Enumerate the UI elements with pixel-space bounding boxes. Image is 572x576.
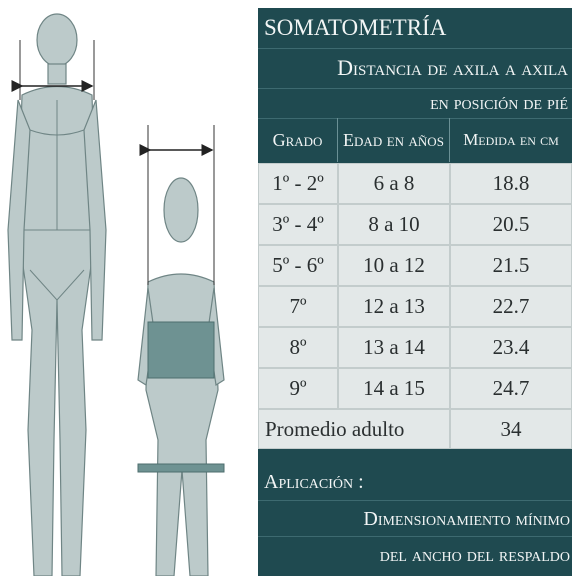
rule — [258, 536, 572, 537]
table-cell: 8º — [258, 327, 338, 368]
table: SOMATOMETRÍA Distancia de axila a axila … — [258, 8, 572, 576]
title: SOMATOMETRÍA — [264, 15, 447, 40]
application-label: Aplicación : — [264, 470, 364, 493]
subtitle: Distancia de axila a axila — [337, 55, 568, 80]
table-cell: 8 a 10 — [338, 204, 450, 245]
table-cell: 20.5 — [450, 204, 572, 245]
column-header: Medida en cm — [463, 130, 559, 149]
table-cell: 23.4 — [450, 327, 572, 368]
figures — [7, 13, 225, 576]
table-cell: 1º - 2º — [258, 163, 338, 204]
seat — [137, 463, 225, 473]
table-cell: 24.7 — [450, 368, 572, 409]
table-cell: 21.5 — [450, 245, 572, 286]
application-text: Dimensionamiento mínimo — [363, 507, 570, 530]
backrest-band — [147, 321, 215, 379]
table-cell: 6 a 8 — [338, 163, 450, 204]
table-cell: 14 a 15 — [338, 368, 450, 409]
adult-lines — [24, 100, 90, 301]
table-cell: 34 — [450, 409, 572, 449]
table-cell: 5º - 6º — [258, 245, 338, 286]
rule — [258, 118, 572, 119]
table-cell: 3º - 4º — [258, 204, 338, 245]
subtitle: en posición de pié — [430, 91, 568, 114]
table-cell: 7º — [258, 286, 338, 327]
table-cell: 18.8 — [450, 163, 572, 204]
adult-figure — [7, 13, 107, 576]
column-header: Grado — [258, 118, 338, 162]
rule — [258, 88, 572, 89]
table-cell: 13 a 14 — [338, 327, 450, 368]
table-cell: 9º — [258, 368, 338, 409]
column-header: Edad en años — [338, 118, 450, 162]
application-text: del ancho del respaldo — [379, 543, 570, 566]
table-cell: 12 a 13 — [338, 286, 450, 327]
table-cell: 10 a 12 — [338, 245, 450, 286]
table-cell: Promedio adulto — [258, 409, 450, 449]
table-cell: 22.7 — [450, 286, 572, 327]
rule — [258, 500, 572, 501]
rule — [258, 48, 572, 49]
